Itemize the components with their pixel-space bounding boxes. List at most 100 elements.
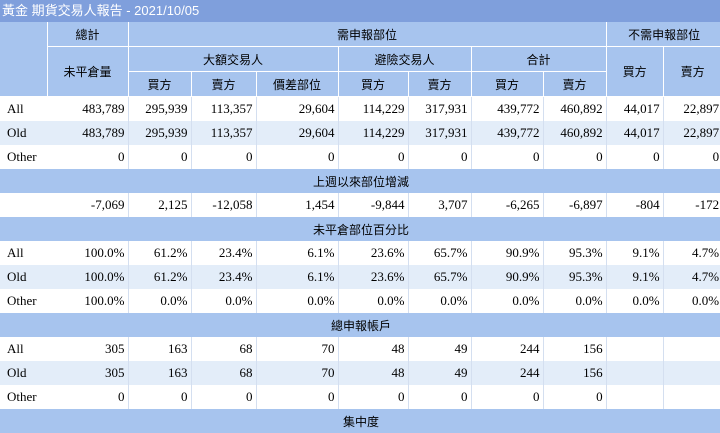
- table-row: -7,069 2,125 -12,058 1,454 -9,844 3,707 -6,265…: [0, 193, 720, 217]
- table-cell: 156: [542, 337, 607, 361]
- row-label: Old: [0, 121, 47, 145]
- table-cell: 0.0%: [542, 289, 607, 313]
- table-cell: 0.0%: [337, 289, 408, 313]
- table-cell: 49: [407, 361, 471, 385]
- table-cell: -804: [605, 193, 664, 217]
- section-title: 總申報帳戶: [0, 313, 720, 337]
- table-cell: [605, 385, 664, 409]
- table-row: Other 100.0% 0.0% 0.0% 0.0% 0.0% 0.0% 0.0% 0.0% 0…: [0, 289, 720, 313]
- table-cell: -6,897: [542, 193, 607, 217]
- table-cell: 439,772: [470, 121, 543, 145]
- table-cell: 68: [190, 337, 256, 361]
- table-cell: 305: [47, 337, 128, 361]
- table-cell: 44,017: [605, 96, 664, 121]
- table-cell: 0: [337, 145, 408, 169]
- table-cell: 244: [470, 361, 543, 385]
- table-cell: 6.1%: [255, 265, 338, 289]
- header-combined: 合計: [471, 46, 607, 72]
- table-row: Other 0 0 0 0 0 0 0 0 0 0: [0, 145, 720, 169]
- header-hedgers: 避險交易人: [338, 46, 472, 72]
- section-title: 上週以來部位增減: [0, 169, 720, 193]
- table-cell: 483,789: [47, 121, 128, 145]
- section-title-partial: 集中度: [0, 409, 720, 433]
- table-row: All 483,789 295,939 113,357 29,604 114,229 317…: [0, 96, 720, 121]
- table-cell: 68: [190, 361, 256, 385]
- table-cell: 23.6%: [337, 241, 408, 265]
- table-cell: 23.4%: [190, 241, 256, 265]
- table-cell: 0.0%: [605, 289, 664, 313]
- table-cell: 90.9%: [470, 265, 543, 289]
- table-cell: 0.0%: [255, 289, 338, 313]
- row-label: All: [0, 241, 47, 265]
- header-large-sell: 賣方: [191, 71, 257, 97]
- table-cell: 61.2%: [127, 241, 191, 265]
- header-hedge-buy: 買方: [338, 71, 409, 97]
- row-label: Other: [0, 289, 47, 313]
- row-label: Old: [0, 265, 47, 289]
- table-cell: 100.0%: [47, 241, 128, 265]
- table-cell: 113,357: [190, 121, 256, 145]
- table-cell: 90.9%: [470, 241, 543, 265]
- traders-report-table: 總計 需申報部位 不需申報部位 未平倉量 大額交易人 避險交易人 合計 買方 賣…: [0, 22, 720, 433]
- table-cell: 0: [605, 145, 664, 169]
- row-label: All: [0, 337, 47, 361]
- table-cell: 0: [542, 145, 607, 169]
- table-cell: 2,125: [127, 193, 191, 217]
- table-cell: 0: [47, 145, 128, 169]
- table-cell: 61.2%: [127, 265, 191, 289]
- table-cell: [605, 361, 664, 385]
- table-cell: 0: [407, 145, 471, 169]
- table-cell: 48: [337, 337, 408, 361]
- header-spread: 價差部位: [256, 71, 339, 97]
- table-cell: 460,892: [542, 96, 607, 121]
- table-cell: 0: [470, 385, 543, 409]
- table-cell: 0: [255, 385, 338, 409]
- table-cell: 49: [407, 337, 471, 361]
- table-cell: 0: [662, 145, 720, 169]
- header-nr-buy: 買方: [606, 46, 664, 97]
- table-cell: 0.0%: [407, 289, 471, 313]
- table-cell: 0.0%: [470, 289, 543, 313]
- table-cell: 439,772: [470, 96, 543, 121]
- row-label: [0, 193, 47, 217]
- table-cell: 6.1%: [255, 241, 338, 265]
- table-cell: 114,229: [337, 121, 408, 145]
- table-cell: 23.6%: [337, 265, 408, 289]
- table-cell: 163: [127, 361, 191, 385]
- table-cell: 156: [542, 361, 607, 385]
- table-cell: 0.0%: [190, 289, 256, 313]
- table-cell: 0: [127, 145, 191, 169]
- table-row: All 100.0% 61.2% 23.4% 6.1% 23.6% 65.7% 90.9% 95…: [0, 241, 720, 265]
- header-hedge-sell: 賣方: [408, 71, 472, 97]
- table-cell: 9.1%: [605, 241, 664, 265]
- row-label: All: [0, 96, 47, 121]
- table-cell: 460,892: [542, 121, 607, 145]
- table-cell: 0.0%: [662, 289, 720, 313]
- table-cell: 29,604: [255, 96, 338, 121]
- table-cell: 0: [127, 385, 191, 409]
- table-cell: [662, 337, 720, 361]
- table-cell: 65.7%: [407, 241, 471, 265]
- section-title: 未平倉部位百分比: [0, 217, 720, 241]
- table-cell: 114,229: [337, 96, 408, 121]
- header-total: 總計: [47, 22, 129, 47]
- table-cell: 29,604: [255, 121, 338, 145]
- table-cell: 317,931: [407, 96, 471, 121]
- table-row: Old 305 163 68 70 48 49 244 156: [0, 361, 720, 385]
- table-cell: [662, 385, 720, 409]
- table-cell: 22,897: [662, 96, 720, 121]
- table-cell: 1,454: [255, 193, 338, 217]
- table-cell: 0: [47, 385, 128, 409]
- table-cell: 483,789: [47, 96, 128, 121]
- table-cell: 305: [47, 361, 128, 385]
- table-cell: 95.3%: [542, 241, 607, 265]
- table-cell: 100.0%: [47, 265, 128, 289]
- table-cell: 113,357: [190, 96, 256, 121]
- table-cell: 0: [407, 385, 471, 409]
- header-nr-sell: 賣方: [663, 46, 720, 97]
- table-cell: -12,058: [190, 193, 256, 217]
- table-cell: 0: [337, 385, 408, 409]
- table-cell: 44,017: [605, 121, 664, 145]
- table-cell: 295,939: [127, 121, 191, 145]
- table-cell: 95.3%: [542, 265, 607, 289]
